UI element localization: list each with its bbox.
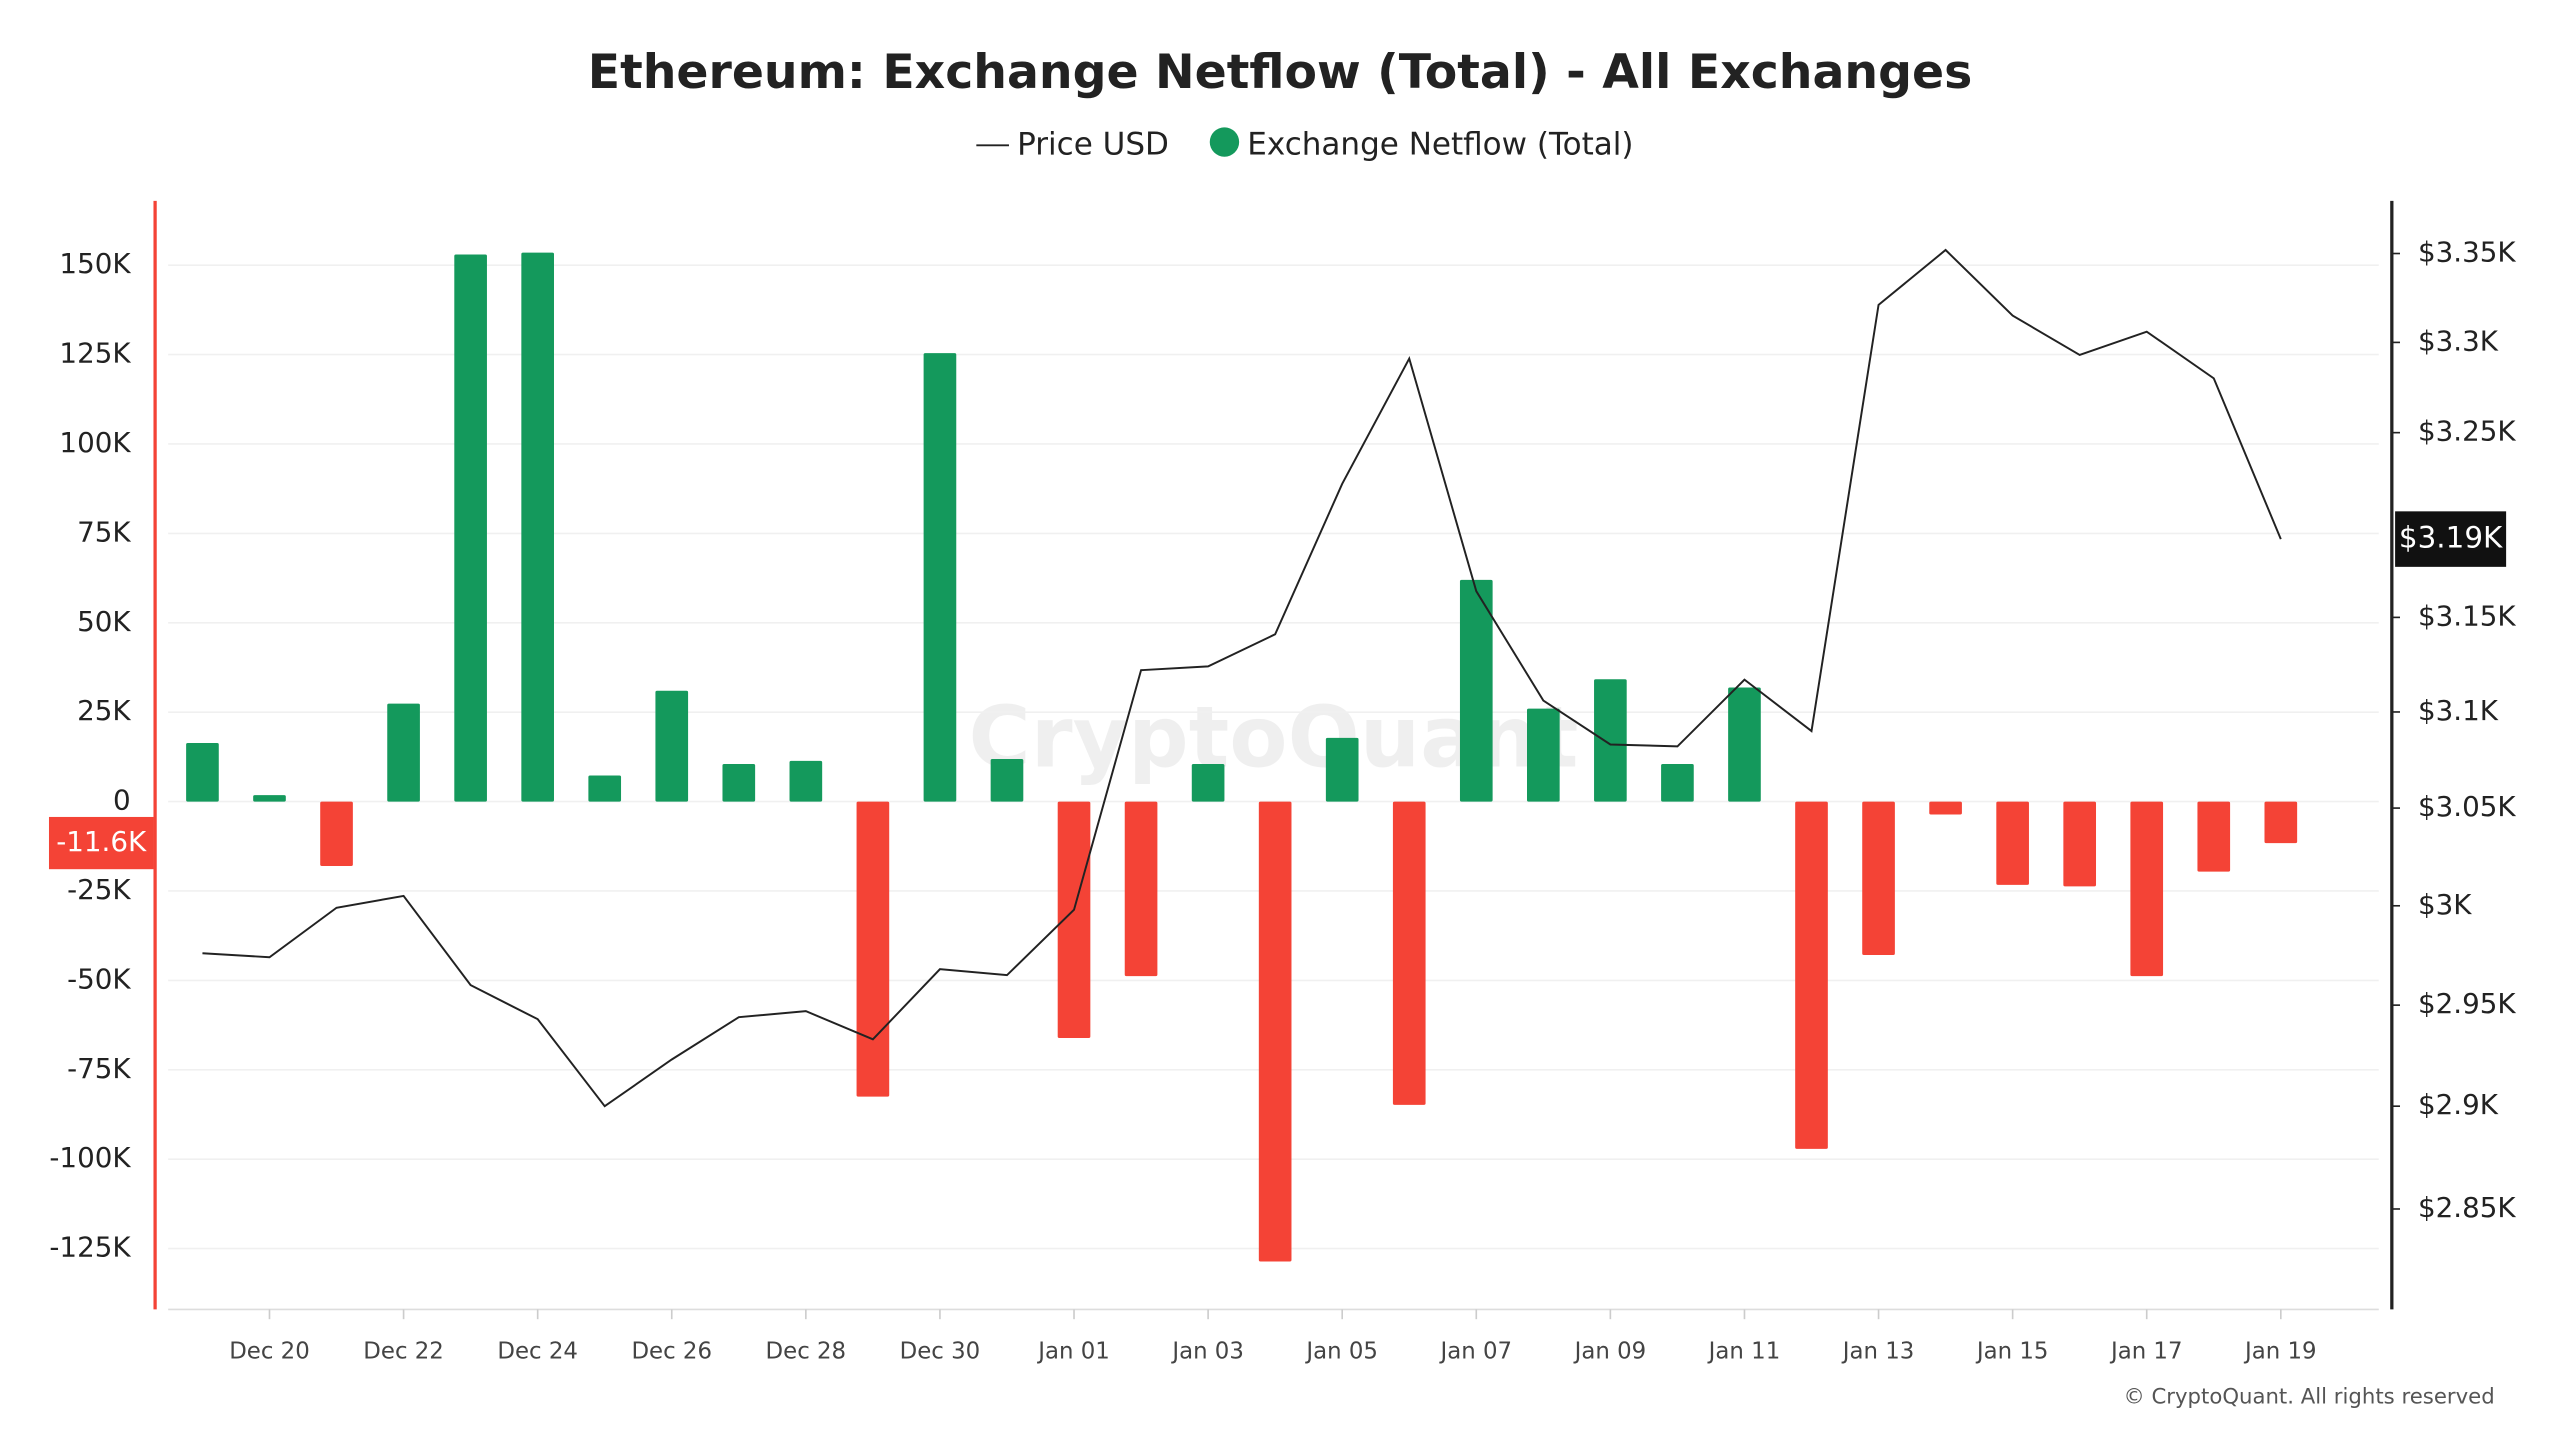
y-tick-label: -125K	[49, 1231, 131, 1264]
bar	[387, 703, 420, 802]
x-tick-label: Jan 01	[1036, 1338, 1110, 1364]
x-tick-label: Jan 07	[1439, 1338, 1513, 1364]
bar	[521, 252, 554, 802]
bar	[722, 764, 756, 802]
legend-label: Exchange Netflow (Total)	[1247, 126, 1633, 162]
bar	[588, 775, 622, 802]
price-line	[202, 248, 2282, 1108]
bar	[1594, 679, 1627, 802]
y-tick-label: 125K	[59, 337, 131, 370]
value-label: $3.19K	[2399, 521, 2503, 555]
bar	[1191, 764, 1225, 802]
bar	[1527, 708, 1560, 802]
y2-tick-label: $3.15K	[2418, 599, 2516, 632]
y-tick-label: -25K	[67, 873, 131, 906]
bar	[923, 353, 957, 802]
bar	[2130, 801, 2164, 977]
bar	[1728, 687, 1761, 802]
y-tick-label: 0	[113, 784, 131, 817]
y2-tick-label: $2.9K	[2418, 1088, 2499, 1121]
value-label: -11.6K	[56, 825, 147, 858]
bar	[789, 760, 823, 802]
y-tick-label: -75K	[67, 1052, 131, 1085]
bar	[253, 795, 286, 802]
y-tick-label: 150K	[59, 247, 131, 280]
bar	[1929, 801, 1962, 815]
bar	[1996, 801, 2029, 885]
bar	[320, 801, 353, 866]
y-tick-label: -100K	[49, 1141, 131, 1174]
x-tick-label: Dec 22	[363, 1338, 444, 1364]
y-tick-label: 75K	[77, 515, 131, 548]
bar	[454, 254, 487, 802]
chart-title: Ethereum: Exchange Netflow (Total) - All…	[588, 45, 1973, 100]
bar	[1325, 737, 1359, 802]
x-tick-label: Jan 05	[1304, 1338, 1378, 1364]
bar	[186, 742, 219, 802]
x-tick-label: Dec 28	[766, 1338, 847, 1364]
legend-label: Price USD	[1017, 126, 1169, 162]
bar	[2063, 801, 2097, 887]
bar	[655, 690, 689, 802]
x-tick-label: Jan 11	[1707, 1338, 1781, 1364]
bar	[1795, 801, 1828, 1149]
y2-tick-label: $3.3K	[2418, 324, 2499, 357]
y2-tick-label: $3.1K	[2418, 694, 2499, 727]
bar	[2264, 801, 2298, 844]
y-tick-label: 100K	[59, 426, 131, 459]
x-tick-label: Dec 30	[900, 1338, 981, 1364]
y2-tick-label: $3.05K	[2418, 790, 2516, 823]
x-tick-label: Jan 15	[1975, 1338, 2049, 1364]
x-tick-label: Dec 26	[631, 1338, 712, 1364]
y-tick-label: 50K	[77, 605, 131, 638]
y2-tick-label: $3.25K	[2418, 415, 2516, 448]
bar	[990, 759, 1024, 802]
value-label-bg	[48, 816, 154, 870]
bar	[1862, 801, 1895, 956]
bar	[1459, 579, 1493, 802]
bar	[1124, 801, 1158, 977]
bar	[1057, 801, 1091, 1038]
y2-tick-label: $3.35K	[2418, 236, 2516, 269]
value-label-box: -11.6K	[48, 816, 154, 870]
y-tick-label: -50K	[67, 962, 131, 995]
x-tick-label: Jan 09	[1573, 1338, 1647, 1364]
bar	[1392, 801, 1426, 1105]
x-tick-label: Dec 24	[497, 1338, 578, 1364]
x-tick-label: Jan 19	[2243, 1338, 2317, 1364]
x-tick-label: Dec 20	[229, 1338, 310, 1364]
x-tick-label: Jan 03	[1170, 1338, 1244, 1364]
bar	[2197, 801, 2231, 872]
legend-swatch	[1209, 127, 1240, 157]
x-tick-label: Jan 17	[2109, 1338, 2183, 1364]
y2-tick-label: $3K	[2418, 888, 2472, 921]
y2-tick-label: $2.95K	[2418, 987, 2516, 1020]
y2-tick-label: $2.85K	[2418, 1191, 2516, 1224]
bar	[856, 801, 890, 1097]
bar	[1258, 801, 1292, 1262]
x-tick-label: Jan 13	[1841, 1338, 1915, 1364]
value-label-bg	[2395, 511, 2507, 567]
y-tick-label: 25K	[77, 694, 131, 727]
footer: © CryptoQuant. All rights reserved	[2124, 1385, 2495, 1410]
bar	[1661, 764, 1694, 802]
